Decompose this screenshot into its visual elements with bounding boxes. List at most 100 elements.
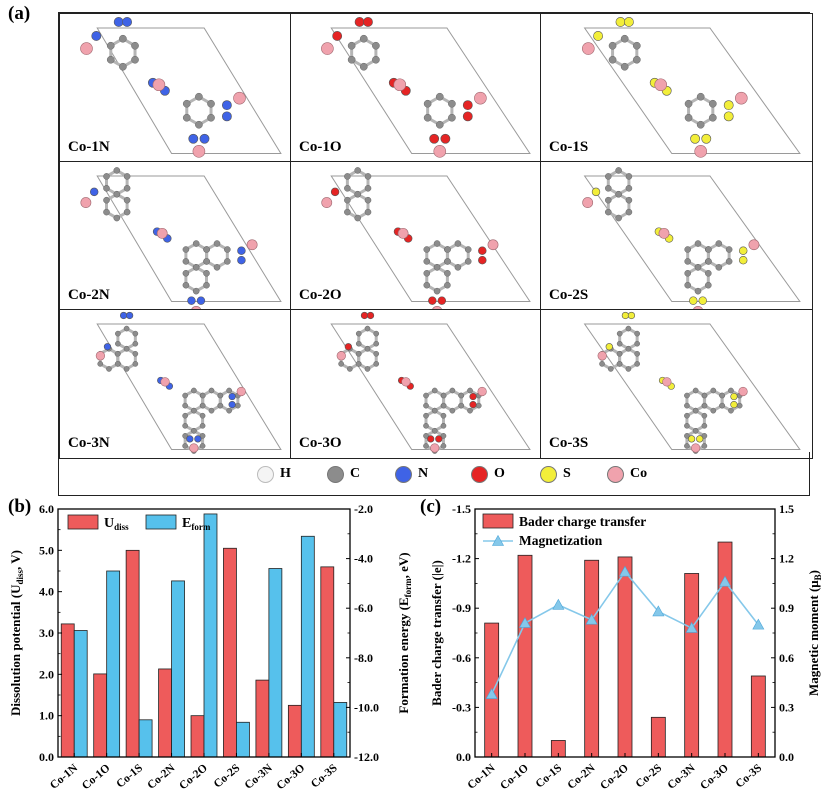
carbon-atom xyxy=(694,240,702,247)
structure-label: Co-2N xyxy=(68,286,110,303)
structure-label: Co-2O xyxy=(299,286,342,303)
bar-co-3s xyxy=(333,702,348,758)
heteroatom xyxy=(593,31,603,41)
heteroatom xyxy=(701,133,712,144)
carbon-atom xyxy=(423,269,431,277)
heteroatom xyxy=(360,311,369,320)
carbon-atom xyxy=(123,196,131,204)
carbon-atom xyxy=(132,361,139,367)
cobalt-atom xyxy=(748,239,760,251)
heteroatom xyxy=(427,435,435,443)
carbon-atom xyxy=(182,281,190,289)
carbon-atom xyxy=(701,443,708,449)
bar-co-2o xyxy=(190,715,205,758)
carbon-atom xyxy=(719,392,726,399)
right-tick-label: 1.5 xyxy=(779,502,794,516)
molecule xyxy=(582,167,760,312)
heteroatom xyxy=(469,392,477,401)
carbon-atom xyxy=(423,99,432,108)
right-tick-label: -2.0 xyxy=(354,502,373,516)
atom-symbol: H xyxy=(280,466,291,481)
bar-co-3o xyxy=(287,704,302,758)
x-tick-label-co-1n: Co-1N xyxy=(48,762,81,792)
atom-symbol: N xyxy=(418,466,429,481)
left-tick-label: -1.2 xyxy=(452,552,471,566)
carbon-atom xyxy=(692,387,699,394)
carbon-atom xyxy=(701,412,708,419)
panel-label-c: (c) xyxy=(420,496,442,517)
carbon-atom xyxy=(199,433,206,439)
carbon-atom xyxy=(632,41,641,50)
carbon-atom xyxy=(710,387,717,394)
carbon-atom xyxy=(433,240,441,247)
structure-cell-co-3o: Co-3O xyxy=(290,309,542,459)
carbon-atom xyxy=(235,402,241,409)
bar-co-1n xyxy=(60,623,75,758)
carbon-atom xyxy=(373,340,380,347)
heteroatom xyxy=(188,133,199,144)
carbon-atom xyxy=(119,34,127,43)
carbon-atom xyxy=(226,407,232,414)
carbon-atom xyxy=(625,325,632,332)
carbon-atom xyxy=(467,387,473,394)
cobalt-atom xyxy=(474,91,487,105)
unit-cell-outline xyxy=(330,27,531,154)
carbon-atom xyxy=(224,258,231,265)
carbon-atom xyxy=(364,184,372,192)
x-tick-label-co-2s: Co-2S xyxy=(634,762,665,790)
heteroatom xyxy=(688,435,696,443)
x-tick-label-co-3o: Co-3O xyxy=(698,762,731,792)
carbon-atom xyxy=(114,350,121,357)
left-tick-label: -0.6 xyxy=(452,651,471,665)
carbon-atom xyxy=(359,62,368,71)
carbon-atom xyxy=(715,264,723,271)
magnetization-point-co-2n xyxy=(585,613,598,625)
left-tick-label: 0.0 xyxy=(456,750,471,764)
carbon-atom xyxy=(182,99,191,108)
molecule xyxy=(80,167,258,312)
carbon-atom xyxy=(599,361,605,367)
heteroatom xyxy=(478,246,487,255)
legend-marker-magnetization xyxy=(491,534,505,546)
carbon-atom xyxy=(634,350,640,357)
carbon-atom xyxy=(423,443,429,449)
heteroatom xyxy=(113,17,124,27)
carbon-atom xyxy=(454,264,462,271)
heteroatom xyxy=(228,392,236,401)
carbon-atom xyxy=(616,330,623,337)
atom-legend-c: C xyxy=(327,452,360,496)
carbon-atom xyxy=(182,402,188,409)
carbon-atom xyxy=(106,55,115,64)
right-tick-label: 0.6 xyxy=(779,651,794,665)
atom-legend-h: H xyxy=(257,452,291,496)
carbon-atom xyxy=(701,433,708,439)
carbon-atom xyxy=(423,402,429,409)
bar-co-1s xyxy=(138,719,153,758)
carbon-atom xyxy=(616,361,623,367)
carbon-atom xyxy=(364,196,372,204)
carbon-atom xyxy=(458,392,465,399)
y-axis-label-right: Formation energy (Eform, eV) xyxy=(396,552,413,713)
left-tick-label: -1.5 xyxy=(452,502,471,516)
left-tick-label: 2.0 xyxy=(39,667,54,681)
heteroatom xyxy=(627,311,636,320)
x-tick-label-co-3n: Co-3N xyxy=(243,762,276,792)
x-tick-label-co-2o: Co-2O xyxy=(177,762,210,792)
carbon-atom xyxy=(736,402,743,409)
cobalt-atom xyxy=(654,78,667,92)
carbon-atom xyxy=(192,264,200,271)
magnetization-point-co-3n xyxy=(685,621,698,633)
carbon-atom xyxy=(115,340,121,347)
heteroatom xyxy=(187,296,196,305)
carbon-atom xyxy=(423,422,429,429)
right-tick-label: 0.3 xyxy=(779,700,794,714)
carbon-atom xyxy=(182,412,188,419)
heteroatom xyxy=(366,311,375,320)
heteroatom xyxy=(730,401,738,409)
molecule xyxy=(597,311,748,454)
right-tick-label: -4.0 xyxy=(354,552,373,566)
carbon-atom xyxy=(684,443,690,449)
magnetization-point-co-2o xyxy=(618,565,632,577)
heteroatom xyxy=(126,311,134,320)
bar-co-2n xyxy=(158,668,172,758)
